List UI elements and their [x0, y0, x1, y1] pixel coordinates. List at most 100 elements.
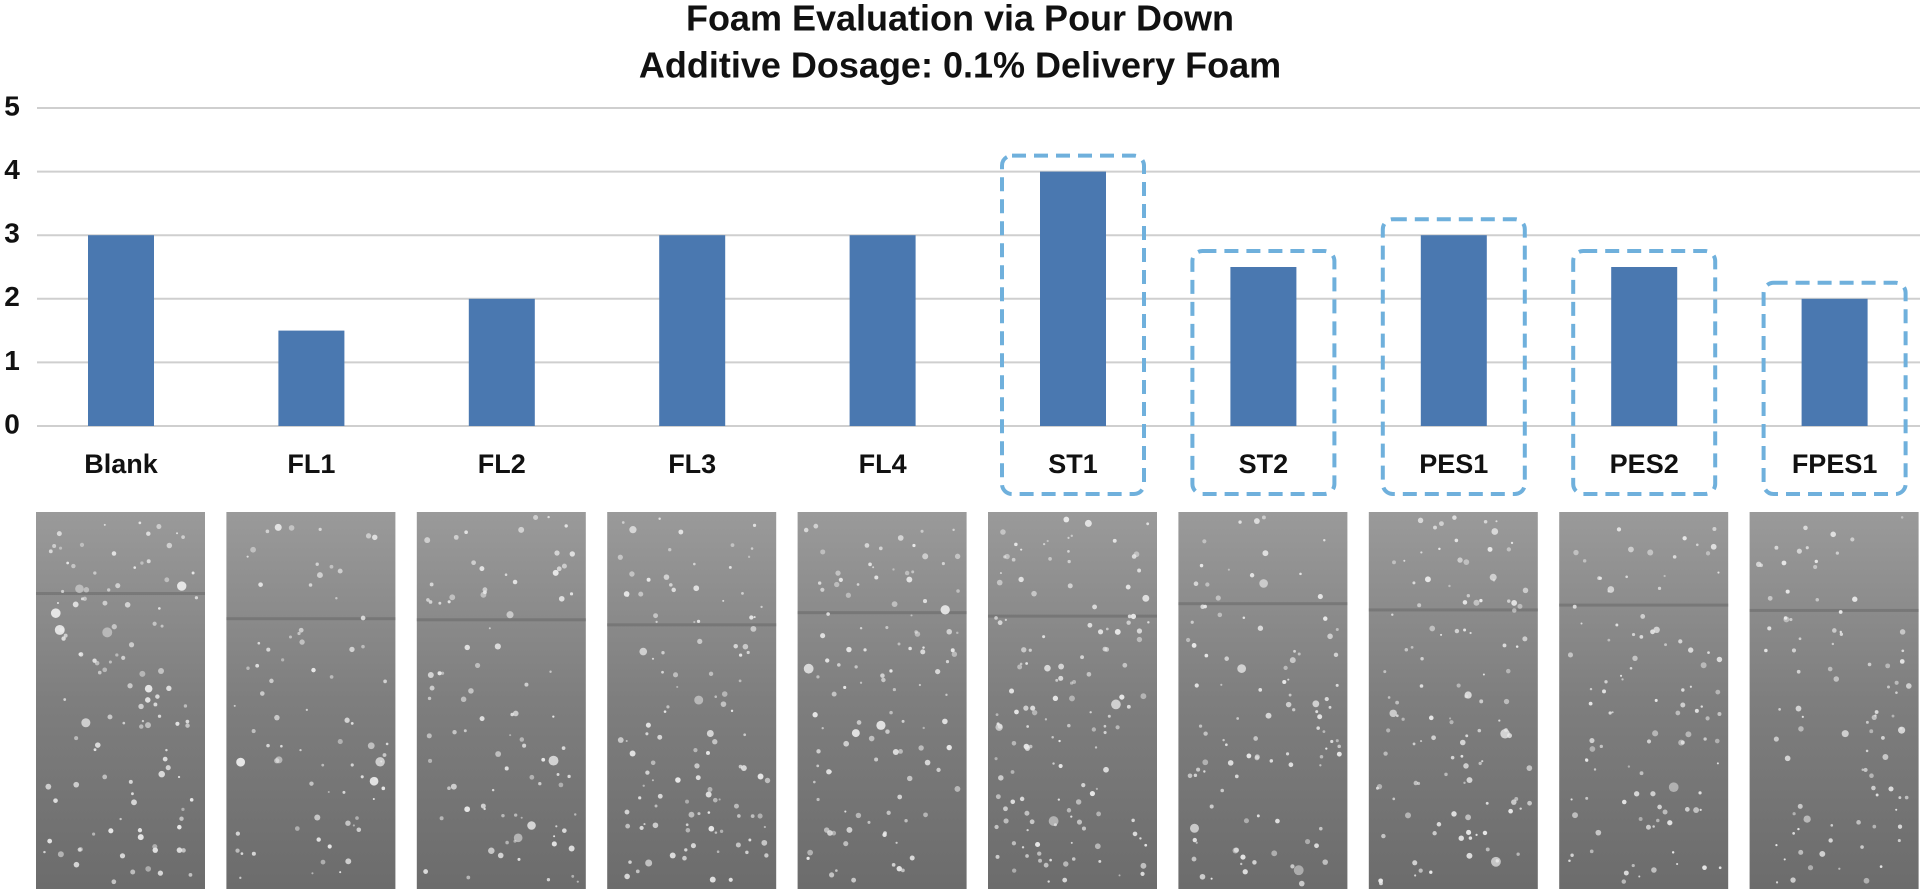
- bubble: [1333, 652, 1339, 658]
- bubble: [825, 658, 830, 663]
- bubble: [1403, 559, 1406, 562]
- bubble: [733, 803, 739, 809]
- bubble: [1412, 581, 1416, 585]
- bubble: [920, 649, 926, 655]
- bubble: [1865, 749, 1869, 753]
- bubble: [1874, 710, 1879, 714]
- bubble: [617, 737, 624, 743]
- bubble: [138, 703, 144, 710]
- bubble: [177, 824, 182, 830]
- bubble: [1899, 727, 1903, 730]
- bubble: [891, 862, 896, 867]
- bubble: [737, 814, 741, 818]
- bubble: [427, 696, 432, 701]
- bubble: [940, 605, 950, 615]
- bubble: [73, 781, 80, 788]
- bubble: [1070, 534, 1073, 538]
- bubble: [685, 823, 689, 827]
- x-tick-label: FPES1: [1792, 449, 1878, 479]
- bubble: [1328, 705, 1332, 709]
- bubble: [527, 821, 536, 830]
- bubble: [912, 543, 916, 548]
- bubble: [1285, 701, 1292, 708]
- bubble: [1051, 735, 1054, 739]
- bubble: [335, 597, 338, 600]
- photo: [1368, 512, 1538, 889]
- bubble: [1830, 531, 1836, 538]
- bubble: [997, 620, 1003, 626]
- bubble: [1412, 860, 1418, 866]
- bubble: [909, 855, 915, 861]
- bubble: [1582, 559, 1587, 563]
- bubble: [479, 566, 485, 572]
- bubble: [246, 555, 249, 558]
- bubble: [918, 683, 921, 687]
- bubble: [1023, 705, 1029, 711]
- bar: [1230, 267, 1297, 426]
- bubble: [321, 763, 325, 767]
- bubble: [1023, 743, 1030, 750]
- bubble: [111, 551, 117, 556]
- bubble: [1482, 673, 1485, 676]
- bubble: [995, 794, 1001, 800]
- bubble: [1652, 730, 1659, 737]
- bubble: [1469, 631, 1472, 635]
- y-tick-label: 5: [4, 90, 20, 121]
- bubble: [464, 644, 470, 651]
- bubble: [1204, 653, 1209, 658]
- bubble: [311, 872, 314, 875]
- bubble: [1142, 594, 1150, 602]
- bubble: [1466, 852, 1473, 859]
- bubble: [1485, 801, 1489, 805]
- bubble: [1010, 770, 1015, 774]
- bubble: [447, 786, 451, 791]
- bubble: [1628, 546, 1634, 553]
- bubble: [1863, 767, 1868, 773]
- bubble: [1058, 663, 1065, 670]
- bubble: [1717, 711, 1722, 716]
- bubble: [1662, 809, 1668, 815]
- bubble: [111, 879, 117, 885]
- bubble: [1898, 796, 1902, 800]
- bubble: [355, 816, 359, 820]
- bubble: [78, 847, 83, 852]
- bubble: [1209, 804, 1214, 809]
- bubble: [372, 797, 375, 801]
- bubble: [886, 810, 891, 815]
- bubble: [488, 847, 495, 855]
- bubble: [1298, 880, 1305, 887]
- bubble: [1598, 576, 1603, 580]
- bubble: [1011, 841, 1017, 846]
- bubble: [956, 631, 959, 635]
- bubble: [235, 831, 240, 836]
- bubble: [1067, 550, 1070, 553]
- bubble: [1835, 551, 1839, 555]
- bubble: [1126, 704, 1131, 709]
- bubble: [645, 722, 651, 728]
- bubble: [66, 561, 70, 565]
- photo-band: [226, 617, 396, 621]
- bubble: [177, 775, 181, 779]
- bubble: [57, 851, 64, 858]
- bubble: [629, 571, 635, 577]
- bubble: [745, 850, 749, 855]
- bubble: [265, 529, 270, 534]
- bubble: [1448, 584, 1451, 588]
- bubble: [1317, 714, 1323, 720]
- bubble: [505, 840, 509, 845]
- bubble: [876, 720, 886, 730]
- bubble: [246, 666, 250, 670]
- bubble: [813, 780, 816, 784]
- bubble: [497, 852, 504, 859]
- bubble: [189, 798, 194, 802]
- bubble: [1018, 576, 1024, 583]
- bubble: [835, 869, 838, 872]
- bubble: [569, 592, 574, 596]
- bubble: [889, 669, 893, 673]
- bubble: [816, 797, 820, 802]
- bubble: [1481, 760, 1484, 763]
- bubble: [574, 813, 577, 816]
- bubble: [1026, 828, 1029, 832]
- bubble: [329, 675, 334, 679]
- bubble: [1125, 584, 1131, 590]
